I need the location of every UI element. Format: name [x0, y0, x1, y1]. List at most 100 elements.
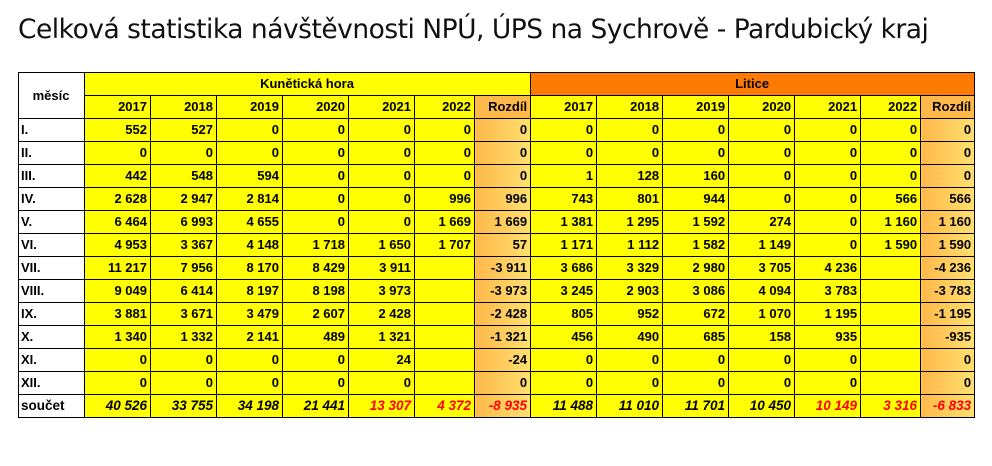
visitor-count-cell: 0 — [596, 118, 664, 142]
visitor-count-cell: 4 236 — [794, 256, 862, 280]
visitor-count-cell: 0 — [282, 371, 349, 395]
visitor-count-cell — [860, 279, 922, 303]
year-column-header: 2017 — [530, 95, 598, 119]
rozdil-cell: -1 195 — [920, 302, 976, 326]
visitor-count-cell: 0 — [530, 348, 598, 372]
visitor-count-cell: 2 141 — [216, 325, 283, 349]
visitor-count-cell: 158 — [728, 325, 796, 349]
group-header-row: měsíc Kunětická hora Litice — [18, 72, 976, 119]
visitor-count-cell: 4 148 — [216, 233, 283, 257]
visitor-count-cell: 1 321 — [348, 325, 415, 349]
visitor-count-cell: 8 429 — [282, 256, 349, 280]
sum-label: součet — [18, 394, 85, 418]
visitor-count-cell: 24 — [348, 348, 415, 372]
visitor-count-cell: 0 — [662, 118, 730, 142]
year-column-header: 2022 — [860, 95, 922, 119]
rozdil-cell: 0 — [920, 348, 976, 372]
rozdil-cell: 0 — [920, 371, 976, 395]
visitor-count-cell: 274 — [728, 210, 796, 234]
sum-cell: 3 316 — [860, 394, 922, 418]
visitor-count-cell: 0 — [282, 210, 349, 234]
rozdil-cell: 0 — [920, 141, 976, 165]
visitor-count-cell: 527 — [150, 118, 217, 142]
rozdil-cell: 0 — [473, 141, 532, 165]
sum-rozdil-cell: -6 833 — [920, 394, 976, 418]
visitor-count-cell: 3 367 — [150, 233, 217, 257]
visitor-count-cell: 3 671 — [150, 302, 217, 326]
visitor-count-cell: 0 — [414, 141, 475, 165]
visitor-count-cell: 3 479 — [216, 302, 283, 326]
rozdil-cell: 57 — [473, 233, 532, 257]
visitor-count-cell: 0 — [84, 348, 151, 372]
visitor-count-cell: 996 — [414, 187, 475, 211]
visitor-count-cell: 0 — [728, 187, 796, 211]
sum-cell: 11 701 — [662, 394, 730, 418]
visitor-count-cell: 0 — [794, 233, 862, 257]
month-label: I. — [18, 118, 85, 142]
visitor-count-cell: 1 669 — [414, 210, 475, 234]
sum-cell: 33 755 — [150, 394, 217, 418]
visitor-count-cell: 2 628 — [84, 187, 151, 211]
visitor-count-cell: 0 — [794, 210, 862, 234]
table-row: I. 552 527 0 0 0 0 0 0 0 0 0 0 0 0 — [18, 118, 976, 142]
rozdil-cell: 566 — [920, 187, 976, 211]
visitor-count-cell: 0 — [662, 348, 730, 372]
table-row: XI. 0 0 0 0 24 -24 0 0 0 0 0 0 — [18, 348, 976, 372]
visitor-count-cell: 0 — [530, 141, 598, 165]
sum-cell: 34 198 — [216, 394, 283, 418]
visitor-count-cell: 0 — [348, 164, 415, 188]
sum-cell: 10 149 — [794, 394, 862, 418]
visitor-count-cell — [860, 371, 922, 395]
visitor-count-cell: 0 — [282, 141, 349, 165]
sum-cell: 4 372 — [414, 394, 475, 418]
visitor-count-cell: 1 582 — [662, 233, 730, 257]
visitor-count-cell: 743 — [530, 187, 598, 211]
visitor-count-cell — [414, 302, 475, 326]
visitor-count-cell: 3 973 — [348, 279, 415, 303]
visitor-count-cell: 0 — [728, 348, 796, 372]
visitor-count-cell: 4 094 — [728, 279, 796, 303]
visitor-count-cell — [414, 279, 475, 303]
sum-cell: 11 488 — [530, 394, 598, 418]
visitor-count-cell: 0 — [728, 141, 796, 165]
rozdil-cell: 0 — [473, 371, 532, 395]
visitor-count-cell: 0 — [860, 118, 922, 142]
visitor-count-cell: 3 783 — [794, 279, 862, 303]
visitor-count-cell: 952 — [596, 302, 664, 326]
visitor-count-cell: 0 — [860, 164, 922, 188]
visitor-count-cell: 0 — [414, 118, 475, 142]
visitor-count-cell: 3 705 — [728, 256, 796, 280]
visitor-count-cell: 8 197 — [216, 279, 283, 303]
visitor-count-cell: 0 — [794, 187, 862, 211]
sum-cell: 21 441 — [282, 394, 349, 418]
table-body: I. 552 527 0 0 0 0 0 0 0 0 0 0 0 0 II. 0 0 0 0 0 0 0 0 0 0 0 0 0 0 III… — [18, 118, 976, 418]
month-label: XII. — [18, 371, 85, 395]
rozdil-cell: 0 — [473, 164, 532, 188]
visitor-count-cell: 2 814 — [216, 187, 283, 211]
visitor-count-cell: 2 607 — [282, 302, 349, 326]
visitor-count-cell: 0 — [216, 118, 283, 142]
visitor-count-cell: 1 070 — [728, 302, 796, 326]
visitor-count-cell: 490 — [596, 325, 664, 349]
month-label: II. — [18, 141, 85, 165]
visitor-count-cell: 3 329 — [596, 256, 664, 280]
table-row: VI. 4 953 3 367 4 148 1 718 1 650 1 707 57 1 171… — [18, 233, 976, 257]
rozdil-cell: -3 783 — [920, 279, 976, 303]
visitor-count-cell: 0 — [150, 141, 217, 165]
visitor-count-cell: 0 — [348, 210, 415, 234]
visitor-count-cell: 1 160 — [860, 210, 922, 234]
visitor-count-cell: 1 340 — [84, 325, 151, 349]
sum-cell: 40 526 — [84, 394, 151, 418]
rozdil-cell: 996 — [473, 187, 532, 211]
table-row: V. 6 464 6 993 4 655 0 0 1 669 1 669 1 381 1 295 1… — [18, 210, 976, 234]
visitor-count-cell: 0 — [728, 371, 796, 395]
visitor-count-cell: 0 — [348, 371, 415, 395]
visitor-count-cell: 0 — [530, 371, 598, 395]
month-label: III. — [18, 164, 85, 188]
visitor-count-cell: 6 414 — [150, 279, 217, 303]
visitor-count-cell: 1 590 — [860, 233, 922, 257]
table-row: II. 0 0 0 0 0 0 0 0 0 0 0 0 0 0 — [18, 141, 976, 165]
visitor-count-cell: 0 — [150, 348, 217, 372]
table-row: VII. 11 217 7 956 8 170 8 429 3 911 -3 911 3 68… — [18, 256, 976, 280]
visitor-count-cell: 566 — [860, 187, 922, 211]
